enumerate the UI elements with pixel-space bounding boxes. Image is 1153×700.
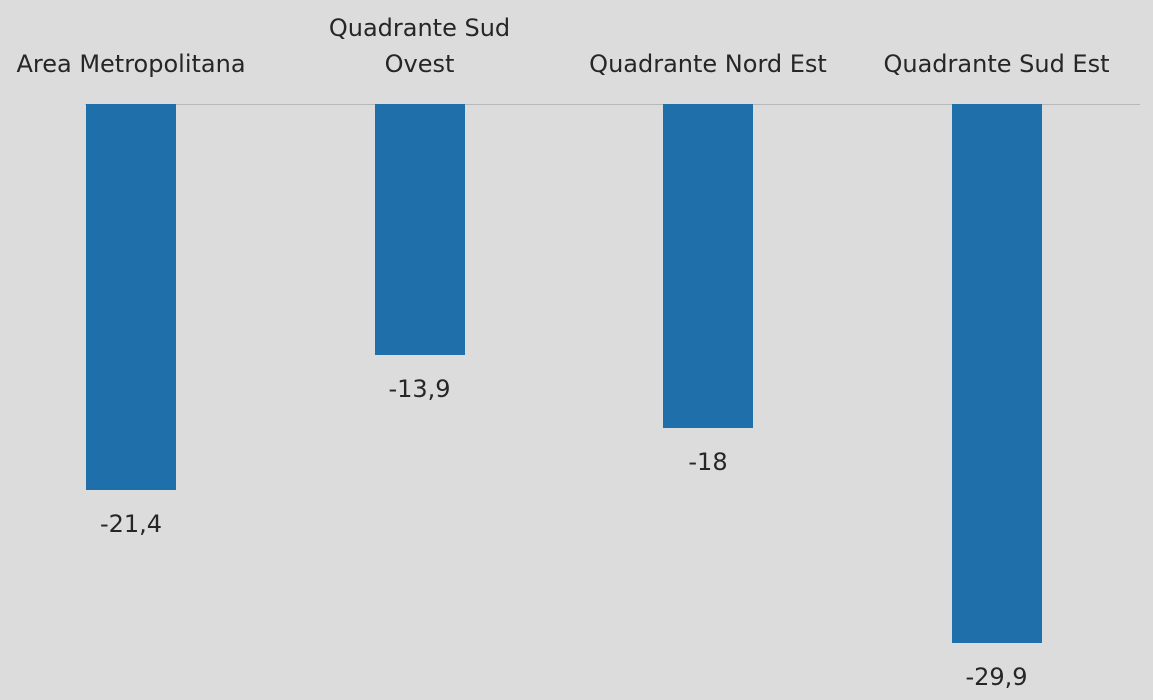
- category-label: Quadrante Nord Est: [583, 0, 833, 82]
- category-label: Quadrante Sud Ovest: [295, 0, 545, 82]
- bar: [663, 104, 753, 428]
- category-label: Area Metropolitana: [6, 0, 256, 82]
- value-label: -18: [628, 448, 788, 476]
- chart: Area Metropolitana -21,4 Quadrante Sud Ove…: [0, 0, 1153, 700]
- category-label: Quadrante Sud Est: [872, 0, 1122, 82]
- bar: [952, 104, 1042, 643]
- value-label: -21,4: [51, 510, 211, 538]
- value-label: -29,9: [917, 663, 1077, 691]
- bar: [375, 104, 465, 355]
- bar: [86, 104, 176, 490]
- value-label: -13,9: [340, 375, 500, 403]
